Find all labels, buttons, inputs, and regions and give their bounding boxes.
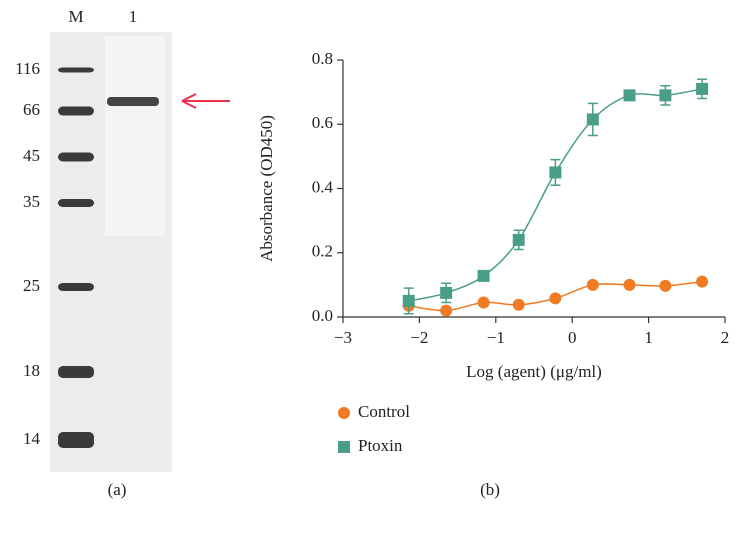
x-tick-label: −1: [487, 328, 505, 347]
marker-band: [58, 67, 94, 73]
point: [659, 279, 672, 292]
x-tick-label: 1: [644, 328, 653, 347]
fit-line: [408, 88, 703, 302]
arrow-head: [181, 93, 197, 109]
lane-label: 1: [129, 7, 138, 26]
legend-marker: [338, 407, 350, 419]
gel-lane: [105, 36, 165, 236]
y-axis-label: Absorbance (OD450): [257, 115, 276, 262]
panel-label: (b): [480, 480, 500, 499]
marker-band: [58, 106, 94, 116]
marker-band: [58, 199, 94, 207]
x-tick-label: −2: [410, 328, 428, 347]
y-tick-label: 0.2: [312, 242, 333, 261]
point: [402, 294, 415, 307]
gel-band: [107, 97, 159, 106]
marker-band: [58, 152, 94, 162]
point: [549, 166, 562, 179]
marker-label: 45: [23, 146, 40, 165]
marker-label: 18: [23, 361, 40, 380]
point: [440, 286, 453, 299]
marker-band: [58, 366, 94, 378]
x-tick-label: −3: [334, 328, 352, 347]
marker-label: 66: [23, 100, 40, 119]
point: [586, 278, 599, 291]
lane-label: M: [68, 7, 83, 26]
y-tick-label: 0.4: [312, 177, 334, 196]
y-tick-label: 0.8: [312, 49, 333, 68]
point: [440, 304, 453, 317]
point: [696, 82, 709, 95]
point: [512, 298, 525, 311]
point: [623, 89, 636, 102]
marker-label: 25: [23, 276, 40, 295]
point: [477, 296, 490, 309]
marker-label: 116: [15, 59, 40, 78]
point: [623, 278, 636, 291]
point: [586, 113, 599, 126]
y-tick-label: 0.6: [312, 113, 333, 132]
y-tick-label: 0.0: [312, 306, 333, 325]
point: [477, 269, 490, 282]
legend-label: Control: [358, 402, 410, 421]
x-tick-label: 2: [721, 328, 730, 347]
marker-band: [58, 283, 94, 291]
legend-marker: [338, 441, 350, 453]
point: [549, 292, 562, 305]
marker-label: 35: [23, 192, 40, 211]
marker-band: [58, 432, 94, 448]
point: [659, 89, 672, 102]
legend-label: Ptoxin: [358, 436, 403, 455]
x-axis-label: Log (agent) (μg/ml): [466, 362, 602, 381]
marker-label: 14: [23, 429, 41, 448]
point: [512, 233, 525, 246]
panel-label: (a): [108, 480, 127, 499]
x-tick-label: 0: [568, 328, 577, 347]
point: [696, 275, 709, 288]
